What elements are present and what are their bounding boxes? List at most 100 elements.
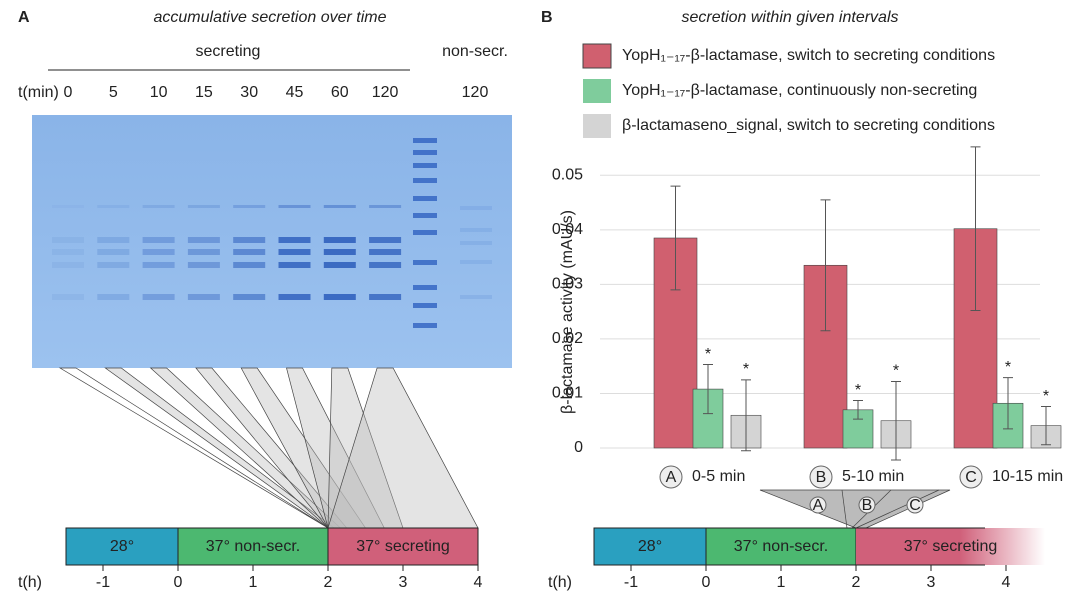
timeline-tick-label: 3 (399, 574, 408, 591)
legend-swatch (583, 114, 611, 138)
error-bar (1041, 406, 1051, 446)
gel-band (369, 237, 402, 243)
timeline-tick-label: 4 (1002, 574, 1011, 591)
error-bar (970, 146, 981, 312)
gel-band (187, 294, 220, 300)
legend-label: β-lactamaseno_signal, switch to secretin… (622, 117, 995, 134)
interval-marker (858, 496, 876, 514)
x-tick-label: 0-5 min (692, 468, 745, 485)
timeline-tick-label: -1 (96, 574, 110, 591)
gel-band (460, 228, 492, 232)
gel-band (460, 295, 492, 299)
gel-band (233, 205, 266, 208)
timeline-tick-label: 1 (249, 574, 258, 591)
gel-band (233, 294, 266, 300)
ladder-band (413, 323, 437, 328)
y-axis-label: β-lactamase activity (mAU/s) (559, 210, 576, 414)
group-label: secreting (196, 43, 261, 60)
timeline-segment-label: 37° secreting (356, 538, 450, 555)
lane-label: 0 (64, 84, 73, 101)
timeline-tick-label: 1 (777, 574, 786, 591)
ladder-band (413, 285, 437, 290)
ladder-band (413, 150, 437, 155)
control-label: non-secr. (442, 43, 508, 60)
timeline-tick-label: 4 (474, 574, 483, 591)
lane-label: 10 (150, 84, 168, 101)
gel-band (187, 249, 220, 255)
interval-marker (809, 496, 827, 514)
timeline-segment (593, 527, 707, 566)
panel-letter: A (18, 9, 30, 26)
timeline-tick-label: 2 (852, 574, 861, 591)
gel-band (142, 249, 175, 255)
timeline-axis-label: t(h) (18, 574, 42, 591)
gel-band (97, 249, 130, 255)
timeline-segment-label: 37° non-secr. (206, 538, 300, 555)
gel-band (97, 294, 130, 300)
time-label: t(min) (18, 84, 59, 101)
legend-swatch (582, 43, 612, 69)
x-tick-label: 5-10 min (842, 468, 904, 485)
timeline-segment (856, 528, 1045, 565)
lane-label: 120 (372, 84, 399, 101)
timeline-segment-label: 37° non-secr. (734, 538, 828, 555)
gel-band (233, 262, 266, 268)
timeline-tick-label: 0 (702, 574, 711, 591)
control-lane-label: 120 (462, 84, 489, 101)
lane-label: 60 (331, 84, 349, 101)
gel-band (323, 249, 356, 255)
x-tick-label: 10-15 min (992, 468, 1063, 485)
gel-band (323, 294, 356, 300)
gel-band (52, 294, 84, 300)
gel-band (187, 237, 220, 243)
gel-band (278, 262, 311, 268)
ladder-band (413, 196, 437, 201)
interval-divider (855, 489, 940, 529)
gel-band (142, 237, 175, 243)
gel-band (278, 294, 311, 300)
gel-band (323, 262, 356, 268)
gel-band (187, 262, 220, 268)
gel-band (460, 241, 492, 245)
error-bar (853, 400, 863, 420)
interval-marker-label: B (862, 497, 873, 514)
gel-band (97, 205, 130, 208)
gel-band (52, 205, 84, 208)
lane-label: 30 (240, 84, 258, 101)
y-tick-label: 0.03 (552, 276, 583, 293)
ladder-band (413, 138, 437, 143)
interval-divider (841, 489, 848, 529)
gel-band (142, 205, 175, 208)
timeline-tick-label: -1 (624, 574, 638, 591)
gel-band (97, 237, 130, 243)
lane-label: 45 (286, 84, 304, 101)
significance-mark: * (705, 346, 711, 363)
significance-mark: * (893, 363, 899, 380)
category-marker-label: A (666, 469, 677, 486)
gel-band (187, 205, 220, 208)
legend-swatch (583, 79, 611, 103)
timeline-segment-label: 37° secreting (904, 538, 998, 555)
gel-band (52, 237, 84, 243)
interval-marker (906, 496, 924, 514)
gel-band (460, 206, 492, 210)
gel-band (278, 205, 311, 208)
timeline-tick-label: 0 (174, 574, 183, 591)
ladder-band (413, 178, 437, 183)
gel-band (278, 237, 311, 243)
ladder-band (413, 230, 437, 235)
ladder-band (413, 213, 437, 218)
legend-label: YopH₁₋₁₇-β-lactamase, continuously non-s… (622, 82, 977, 99)
gel-band (142, 294, 175, 300)
gel-band (278, 249, 311, 255)
category-marker-label: C (965, 469, 977, 486)
error-bar (891, 380, 901, 461)
category-marker-label: B (816, 469, 827, 486)
legend-label: YopH₁₋₁₇-β-lactamase, switch to secretin… (622, 47, 995, 64)
lane-label: 15 (195, 84, 213, 101)
category-marker (959, 465, 983, 489)
gel-band (369, 262, 402, 268)
error-bar (741, 379, 751, 452)
significance-mark: * (743, 361, 749, 378)
